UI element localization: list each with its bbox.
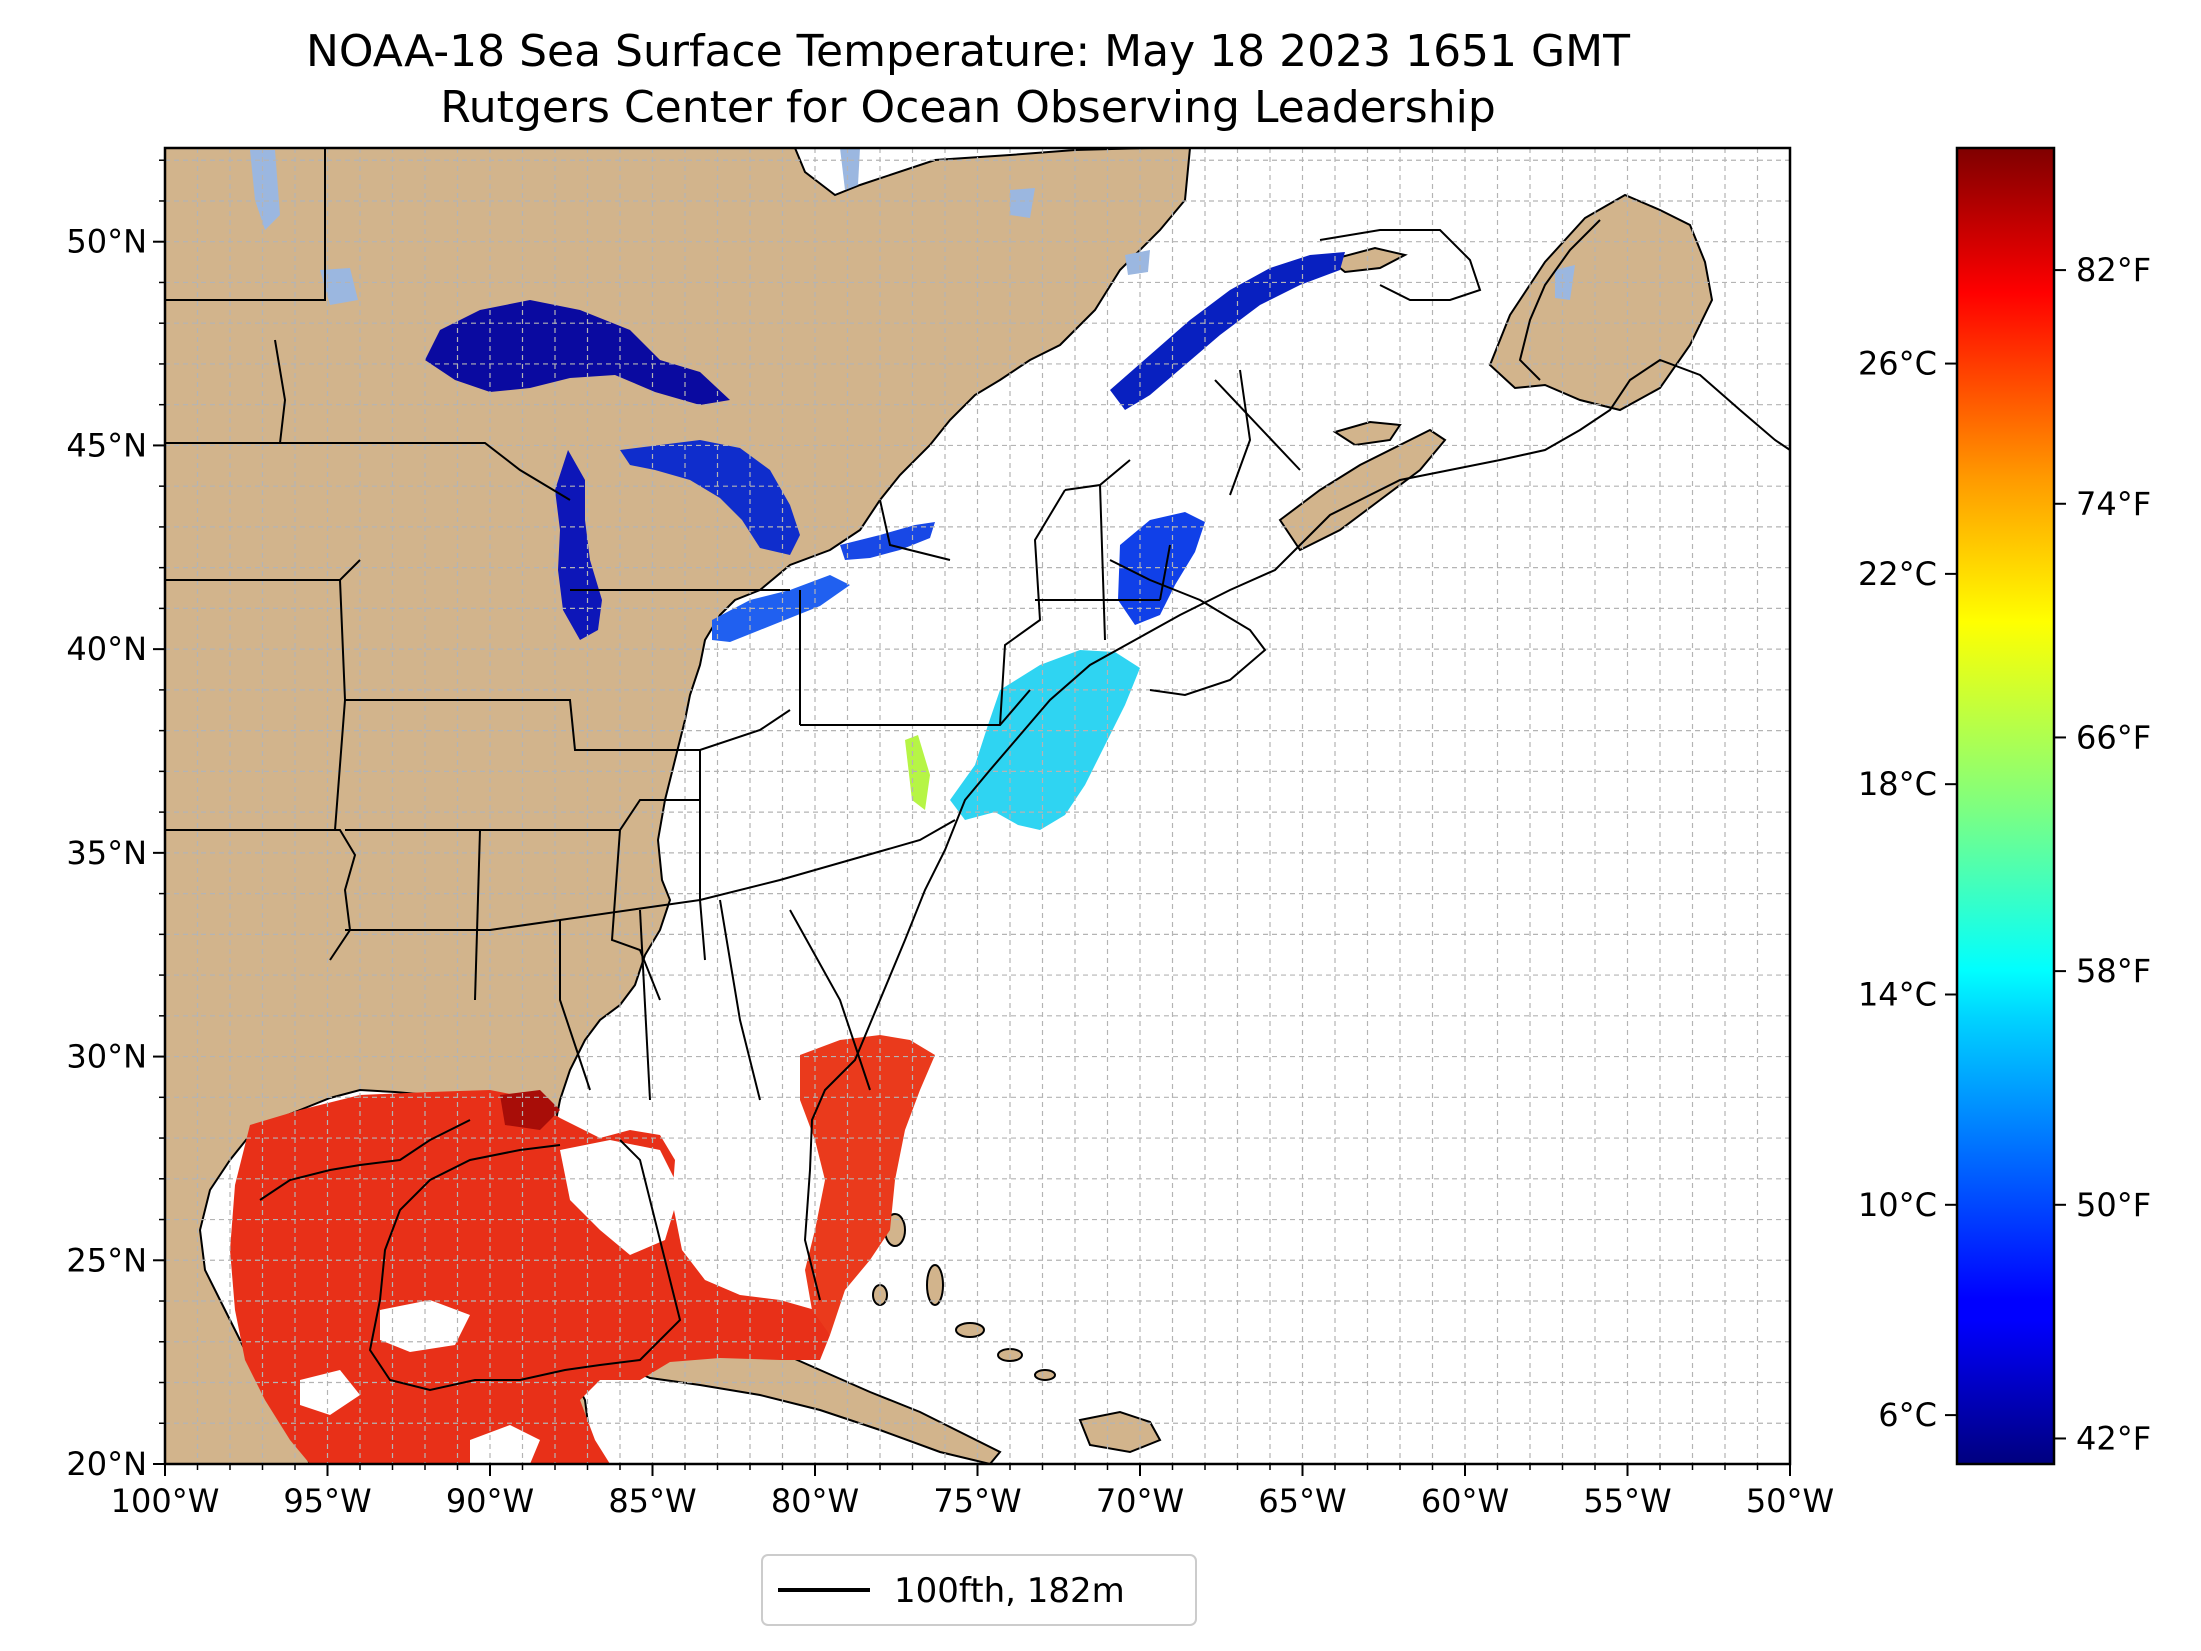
lon-tick-label: 95°W: [283, 1482, 371, 1520]
lat-tick-label: 50°N: [66, 223, 147, 261]
lat-tick-label: 45°N: [66, 426, 147, 464]
state-boundaries: [165, 148, 1301, 1101]
latitude-axis: 20°N 25°N 30°N 35°N 40°N 45°N 50°N: [66, 159, 165, 1483]
gulf-of-maine-sst: [1118, 512, 1205, 625]
gulf-of-mexico-sst: [230, 1090, 830, 1464]
colorbar: 6°C 10°C 14°C 18°C 22°C 26°C 42°F 50°F 58°F 66°F…: [1858, 146, 2151, 1466]
lon-tick-label: 65°W: [1258, 1482, 1346, 1520]
pei-land: [1332, 420, 1402, 447]
lon-tick-label: 70°W: [1096, 1482, 1184, 1520]
lon-tick-label: 75°W: [933, 1482, 1021, 1520]
celsius-tick-label: 22°C: [1858, 555, 1937, 593]
legend: 100fth, 182m: [761, 1554, 1197, 1626]
lon-tick-label: 50°W: [1746, 1482, 1834, 1520]
fahrenheit-tick-label: 42°F: [2076, 1419, 2151, 1457]
fahrenheit-tick-label: 82°F: [2076, 251, 2151, 289]
celsius-tick-label: 14°C: [1858, 975, 1937, 1013]
lon-tick-label: 80°W: [771, 1482, 859, 1520]
lon-tick-label: 55°W: [1583, 1482, 1671, 1520]
mid-atlantic-shelf-sst: [950, 650, 1140, 830]
fahrenheit-tick-label: 50°F: [2076, 1186, 2151, 1224]
loop-current-sst: [500, 1090, 560, 1130]
inland-lakes: [250, 148, 1575, 305]
st-lawrence-sst: [1110, 252, 1345, 410]
colorbar-gradient: [1955, 146, 2056, 1466]
legend-box: [761, 1554, 1197, 1626]
fahrenheit-tick-label: 66°F: [2076, 718, 2151, 756]
lat-tick-label: 25°N: [66, 1241, 147, 1279]
lon-tick-label: 100°W: [111, 1482, 220, 1520]
lon-tick-label: 90°W: [446, 1482, 534, 1520]
colorbar-celsius-ticks: 6°C 10°C 14°C 18°C 22°C 26°C: [1858, 345, 1957, 1434]
lon-tick-label: 60°W: [1421, 1482, 1509, 1520]
fahrenheit-tick-label: 58°F: [2076, 952, 2151, 990]
fahrenheit-tick-label: 74°F: [2076, 485, 2151, 523]
lat-tick-label: 35°N: [66, 834, 147, 872]
lat-tick-label: 40°N: [66, 630, 147, 668]
longitude-axis: 100°W 95°W 90°W 85°W 80°W 75°W 70°W 65°W 60°W 55°…: [111, 1464, 1834, 1520]
isobath-100fth: [259, 219, 1790, 1392]
lon-tick-label: 85°W: [608, 1482, 696, 1520]
map-panel: [165, 148, 1790, 1464]
lat-tick-label: 20°N: [66, 1445, 147, 1483]
colorbar-fahrenheit-ticks: 42°F 50°F 58°F 66°F 74°F 82°F: [2054, 251, 2151, 1457]
graticule: [165, 148, 1790, 1464]
chart-title: NOAA-18 Sea Surface Temperature: May 18 …: [306, 26, 1630, 77]
celsius-tick-label: 26°C: [1858, 345, 1937, 383]
celsius-tick-label: 6°C: [1878, 1396, 1937, 1434]
legend-label: 100fth, 182m: [894, 1571, 1125, 1611]
lat-tick-label: 30°N: [66, 1038, 147, 1076]
gulf-cloud-gaps: [300, 1120, 720, 1464]
chesapeake-sst: [905, 735, 930, 810]
celsius-tick-label: 18°C: [1858, 765, 1937, 803]
celsius-tick-label: 10°C: [1858, 1186, 1937, 1224]
nova-scotia-land: [1278, 428, 1447, 552]
chart-subtitle: Rutgers Center for Ocean Observing Leade…: [440, 82, 1496, 133]
bahamas-islands: [872, 1213, 1056, 1381]
